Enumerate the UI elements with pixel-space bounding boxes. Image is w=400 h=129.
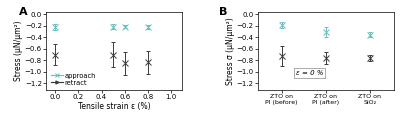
Legend: approach, retract: approach, retract — [49, 71, 97, 87]
Text: ε = 0 %: ε = 0 % — [296, 70, 323, 76]
Text: A: A — [19, 7, 27, 17]
X-axis label: Tensile strain ε (%): Tensile strain ε (%) — [78, 102, 150, 111]
Y-axis label: Stress (μN/μm²): Stress (μN/μm²) — [14, 21, 23, 81]
Y-axis label: Stress σ (μN/μm²): Stress σ (μN/μm²) — [226, 17, 235, 85]
Text: B: B — [219, 7, 228, 17]
